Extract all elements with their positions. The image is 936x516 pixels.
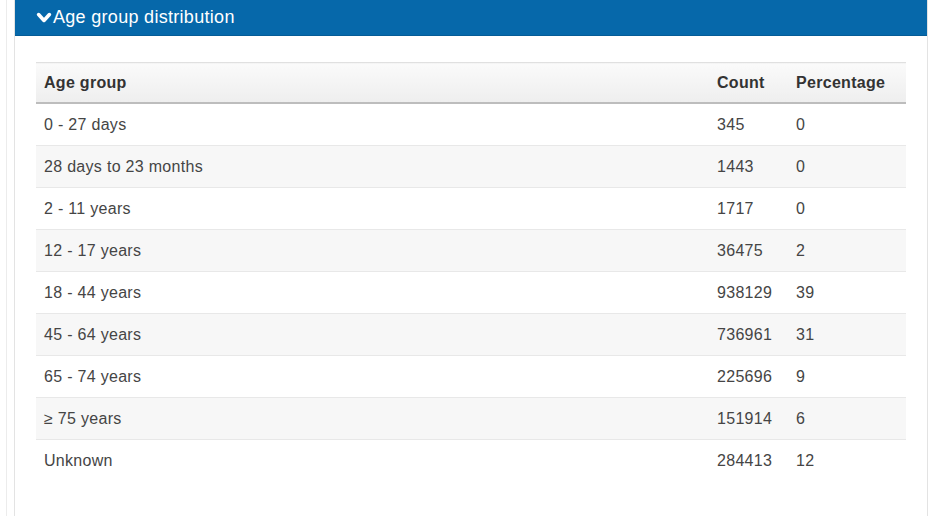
percentage-cell: 0 [788,146,906,188]
table-row: Unknown 284413 12 [36,440,906,482]
table-row: 2 - 11 years 1717 0 [36,188,906,230]
percentage-cell: 0 [788,103,906,146]
percentage-cell: 31 [788,314,906,356]
percentage-cell: 12 [788,440,906,482]
count-cell: 1717 [709,188,788,230]
table-row: ≥ 75 years 151914 6 [36,398,906,440]
percentage-cell: 9 [788,356,906,398]
column-header-age-group: Age group [36,63,709,104]
age-group-table: Age group Count Percentage 0 - 27 days 3… [36,62,906,481]
age-group-cell: ≥ 75 years [36,398,709,440]
count-cell: 284413 [709,440,788,482]
chevron-down-icon[interactable] [36,10,52,26]
age-group-cell: 2 - 11 years [36,188,709,230]
table-row: 0 - 27 days 345 0 [36,103,906,146]
table-row: 45 - 64 years 736961 31 [36,314,906,356]
percentage-cell: 6 [788,398,906,440]
age-group-cell: 0 - 27 days [36,103,709,146]
age-group-distribution-panel: Age group distribution Age group Count P… [14,0,928,516]
percentage-cell: 0 [788,188,906,230]
count-cell: 151914 [709,398,788,440]
table-row: 18 - 44 years 938129 39 [36,272,906,314]
page: { "header": { "title": "Age group distri… [0,0,936,516]
section-header[interactable]: Age group distribution [15,0,927,36]
column-header-percentage: Percentage [788,63,906,104]
column-header-count: Count [709,63,788,104]
table-header-row: Age group Count Percentage [36,63,906,104]
percentage-cell: 39 [788,272,906,314]
section-content: Age group Count Percentage 0 - 27 days 3… [36,62,906,481]
table-row: 12 - 17 years 36475 2 [36,230,906,272]
age-group-cell: 28 days to 23 months [36,146,709,188]
count-cell: 736961 [709,314,788,356]
age-group-cell: 45 - 64 years [36,314,709,356]
table-body: 0 - 27 days 345 0 28 days to 23 months 1… [36,103,906,481]
percentage-cell: 2 [788,230,906,272]
age-group-cell: 18 - 44 years [36,272,709,314]
page-edge-divider [6,0,7,516]
age-group-cell: 65 - 74 years [36,356,709,398]
count-cell: 225696 [709,356,788,398]
age-group-cell: 12 - 17 years [36,230,709,272]
section-title: Age group distribution [53,7,235,28]
count-cell: 345 [709,103,788,146]
age-group-cell: Unknown [36,440,709,482]
count-cell: 938129 [709,272,788,314]
count-cell: 36475 [709,230,788,272]
count-cell: 1443 [709,146,788,188]
table-row: 65 - 74 years 225696 9 [36,356,906,398]
table-row: 28 days to 23 months 1443 0 [36,146,906,188]
